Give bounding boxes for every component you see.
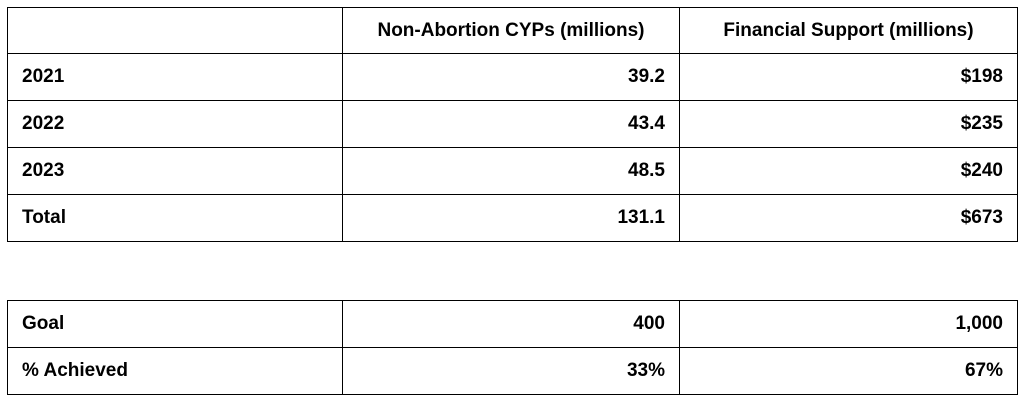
cyps-value: 400 <box>342 300 680 348</box>
financial-support-value: $198 <box>679 53 1018 101</box>
table-row: 2022 43.4 $235 <box>7 100 1018 148</box>
goal-table: Goal 400 1,000 % Achieved 33% 67% <box>7 300 1018 395</box>
financial-support-value: 67% <box>679 347 1018 395</box>
table-row-achieved: % Achieved 33% 67% <box>7 347 1018 395</box>
row-label: % Achieved <box>7 347 343 395</box>
row-label: 2023 <box>7 147 343 195</box>
table-row-total: Total 131.1 $673 <box>7 194 1018 242</box>
row-label: 2021 <box>7 53 343 101</box>
financial-support-value: $673 <box>679 194 1018 242</box>
cyps-value: 48.5 <box>342 147 680 195</box>
row-label: 2022 <box>7 100 343 148</box>
cyps-value: 131.1 <box>342 194 680 242</box>
row-label: Goal <box>7 300 343 348</box>
financial-support-value: 1,000 <box>679 300 1018 348</box>
table-header-row: Non-Abortion CYPs (millions) Financial S… <box>7 7 1018 54</box>
cyps-value: 33% <box>342 347 680 395</box>
table-row: 2021 39.2 $198 <box>7 53 1018 101</box>
row-label: Total <box>7 194 343 242</box>
table-row-goal: Goal 400 1,000 <box>7 300 1018 348</box>
cyps-value: 43.4 <box>342 100 680 148</box>
header-cell-cyps: Non-Abortion CYPs (millions) <box>342 7 680 54</box>
header-cell-empty <box>7 7 343 54</box>
financial-support-value: $240 <box>679 147 1018 195</box>
header-cell-financial-support: Financial Support (millions) <box>679 7 1018 54</box>
summary-table: Non-Abortion CYPs (millions) Financial S… <box>7 7 1018 242</box>
financial-support-value: $235 <box>679 100 1018 148</box>
cyps-value: 39.2 <box>342 53 680 101</box>
table-row: 2023 48.5 $240 <box>7 147 1018 195</box>
